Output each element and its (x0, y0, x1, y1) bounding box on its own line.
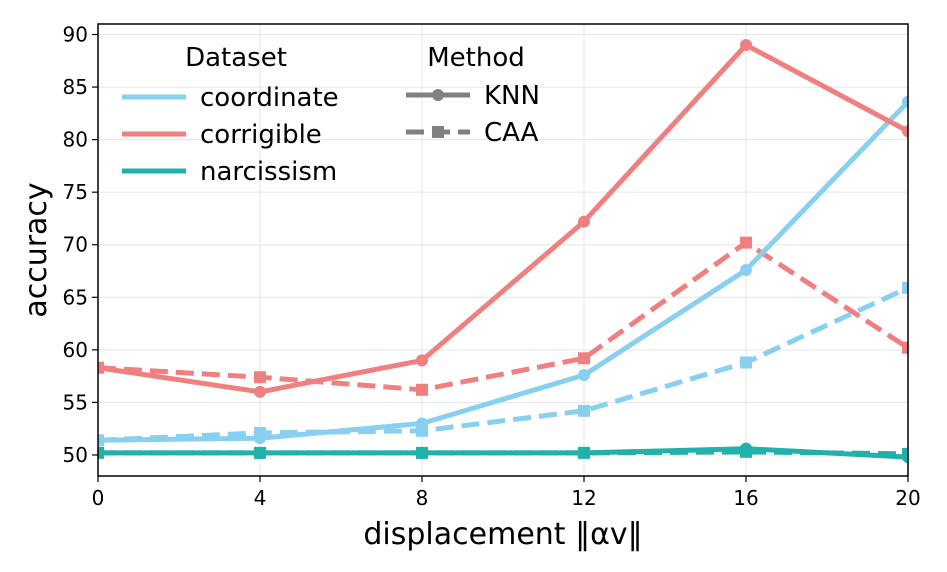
data-point-corrigible-caa (254, 371, 266, 384)
data-point-coordinate-knn (578, 369, 590, 382)
series-lines (98, 39, 908, 464)
y-axis-label: accuracy (19, 182, 54, 317)
series-line-narcissism-knn (98, 446, 908, 460)
y-tick-label: 55 (63, 390, 88, 414)
legend: Dataset Method coordinate corrigible narci… (122, 43, 540, 187)
y-tick-label: 90 (63, 23, 88, 47)
y-tick-label: 65 (63, 285, 88, 309)
data-point-corrigible-knn (740, 39, 752, 52)
legend-method-title: Method (427, 43, 525, 73)
legend-label-narcissism: narcissism (200, 157, 337, 187)
y-tick-label: 60 (63, 338, 88, 362)
series-group (98, 39, 908, 464)
x-axis-label: displacement ‖αv‖ (363, 517, 642, 552)
data-point-narcissism-knn (416, 446, 428, 459)
data-point-coordinate-knn (254, 432, 266, 445)
y-tick-label: 50 (63, 443, 88, 467)
data-point-coordinate-knn (98, 434, 104, 447)
data-point-narcissism-knn (98, 446, 104, 459)
x-tick-label: 20 (895, 486, 920, 510)
y-tick-label: 85 (63, 75, 88, 99)
axis-ticks: 0 4 8 12 16 20 50 55 60 65 70 75 80 85 90 (63, 23, 921, 510)
data-point-narcissism-knn (740, 442, 752, 455)
series-line-coordinate-knn (98, 100, 908, 443)
x-tick-label: 12 (571, 486, 596, 510)
data-point-coordinate-knn (740, 263, 752, 276)
data-point-narcissism-knn (254, 446, 266, 459)
data-point-corrigible-knn (98, 361, 104, 374)
x-tick-label: 8 (416, 486, 429, 510)
data-point-coordinate-knn (416, 417, 428, 430)
data-point-coordinate-caa (578, 404, 590, 417)
data-point-narcissism-knn (578, 446, 590, 459)
series-line-corrigible-knn (98, 42, 908, 395)
legend-label-coordinate: coordinate (200, 83, 339, 113)
y-tick-label: 75 (63, 180, 88, 204)
series-line-corrigible-caa (98, 240, 908, 393)
data-point-narcissism-knn (902, 451, 908, 464)
data-point-coordinate-caa (902, 281, 908, 294)
data-point-coordinate-caa (740, 356, 752, 369)
data-point-corrigible-caa (740, 236, 752, 249)
legend-label-corrigible: corrigible (200, 120, 322, 150)
data-point-corrigible-knn (254, 385, 266, 398)
legend-marker-knn (432, 89, 444, 101)
legend-dataset-title: Dataset (185, 43, 287, 73)
legend-label-knn: KNN (484, 81, 540, 111)
data-point-corrigible-caa (902, 341, 908, 354)
legend-marker-caa (432, 126, 444, 138)
data-point-corrigible-knn (578, 215, 590, 228)
plot-frame (97, 23, 909, 477)
x-tick-label: 0 (92, 486, 105, 510)
x-tick-label: 4 (254, 486, 267, 510)
y-tick-label: 70 (63, 233, 88, 257)
x-tick-label: 16 (733, 486, 758, 510)
data-point-corrigible-knn (416, 354, 428, 367)
data-point-corrigible-caa (416, 383, 428, 396)
data-point-coordinate-knn (902, 95, 908, 108)
data-point-corrigible-knn (902, 125, 908, 138)
series-line-coordinate-caa (98, 285, 908, 443)
data-point-corrigible-caa (578, 352, 590, 365)
legend-label-caa: CAA (484, 118, 539, 148)
y-tick-label: 80 (63, 128, 88, 152)
